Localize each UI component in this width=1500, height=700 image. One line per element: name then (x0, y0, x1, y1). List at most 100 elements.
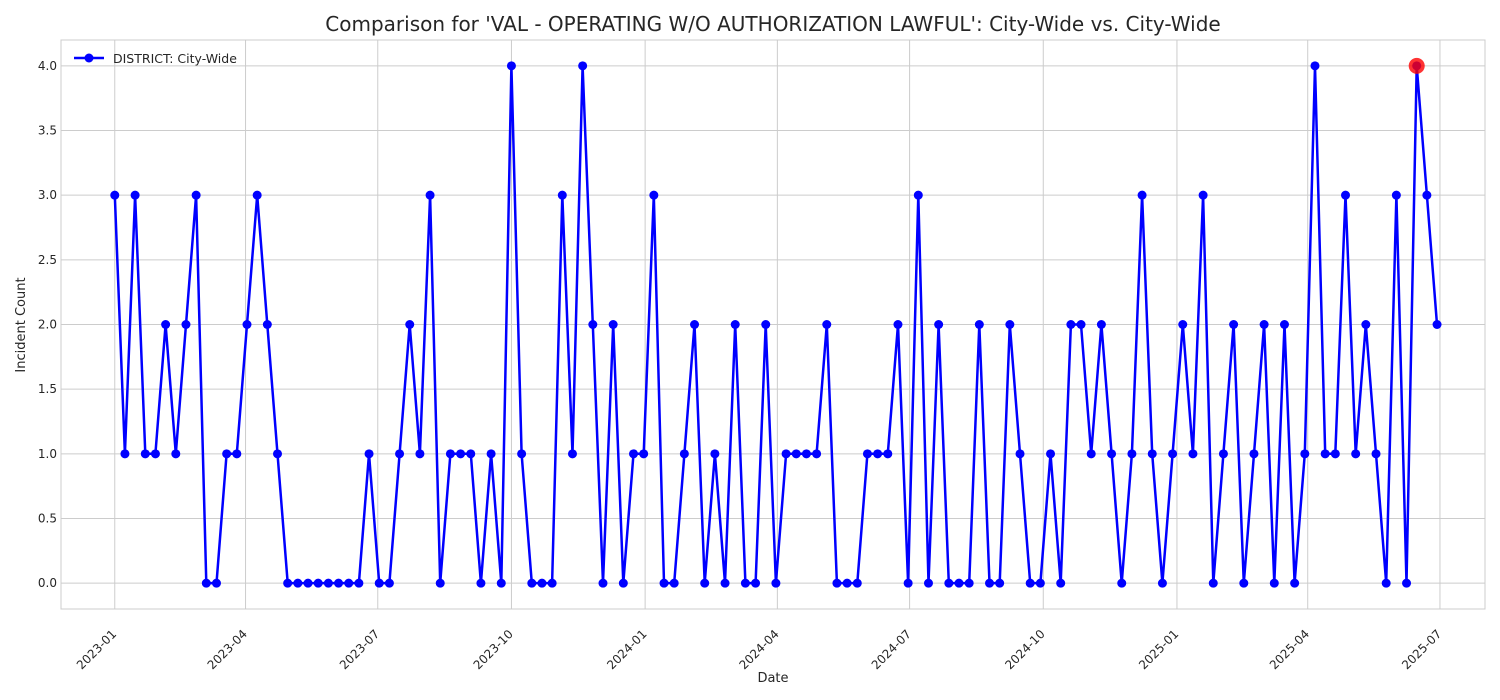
data-point (1218, 449, 1228, 459)
chart-title: Comparison for 'VAL - OPERATING W/O AUTH… (325, 12, 1220, 36)
data-point (293, 578, 303, 588)
data-point (923, 578, 933, 588)
data-point (486, 449, 496, 459)
series-layer (110, 61, 1442, 588)
data-point (1147, 449, 1157, 459)
data-point (303, 578, 313, 588)
data-point (690, 320, 700, 329)
data-point (435, 578, 445, 588)
data-point (384, 578, 394, 588)
data-point (1188, 449, 1198, 459)
data-point (425, 190, 435, 200)
data-point (1178, 320, 1188, 329)
data-point (934, 320, 944, 329)
data-point (517, 449, 527, 459)
data-point (720, 578, 730, 588)
data-point (1035, 578, 1045, 588)
data-point (761, 320, 771, 329)
data-point (1249, 449, 1259, 459)
data-point (1157, 578, 1167, 588)
data-point (639, 449, 649, 459)
data-point (1422, 190, 1432, 200)
data-point (1096, 320, 1106, 329)
data-point (1391, 190, 1401, 200)
data-point (1117, 578, 1127, 588)
data-point (273, 449, 283, 459)
data-point (283, 578, 293, 588)
y-tick-label: 2.0 (38, 318, 57, 332)
data-point (842, 578, 852, 588)
data-point (1107, 449, 1117, 459)
data-point (150, 449, 160, 459)
y-tick-label: 0.5 (38, 511, 57, 525)
data-point (364, 449, 374, 459)
data-point (1279, 320, 1289, 329)
data-point (201, 578, 211, 588)
y-axis-label: Incident Count (14, 277, 29, 372)
data-point (1300, 449, 1310, 459)
data-point (893, 320, 903, 329)
x-tick-label: 2024-07 (869, 627, 914, 672)
data-point (130, 190, 140, 200)
data-point (1239, 578, 1249, 588)
data-point (456, 449, 466, 459)
data-point (323, 578, 333, 588)
data-point (110, 190, 120, 200)
data-point (985, 578, 995, 588)
legend: DISTRICT: City-Wide (74, 51, 237, 66)
data-point (578, 61, 588, 71)
data-point (466, 449, 476, 459)
data-point (740, 578, 750, 588)
data-point (344, 578, 354, 588)
data-point (1259, 320, 1269, 329)
data-point (1137, 190, 1147, 200)
y-tick-label: 3.5 (38, 124, 57, 138)
data-point (822, 320, 832, 329)
x-tick-labels: 2023-01 2023-04 2023-07 2023-10 2024-01 2024-… (74, 627, 1445, 672)
data-point (1310, 61, 1320, 71)
data-point (252, 190, 262, 200)
data-point (1015, 449, 1025, 459)
data-point (700, 578, 710, 588)
data-point (496, 578, 506, 588)
data-point (1005, 320, 1015, 329)
data-point (1198, 190, 1208, 200)
data-point (964, 578, 974, 588)
x-tick-label: 2023-07 (337, 627, 382, 672)
data-point (161, 320, 171, 329)
data-point (1086, 449, 1096, 459)
data-point (1229, 320, 1239, 329)
data-point (852, 578, 862, 588)
x-tick-label: 2023-04 (205, 627, 250, 672)
x-tick-label: 2024-10 (1002, 627, 1047, 672)
data-point (1046, 449, 1056, 459)
x-tick-label: 2025-04 (1267, 627, 1312, 672)
data-point (669, 578, 679, 588)
data-point (862, 449, 872, 459)
data-point (751, 578, 761, 588)
data-point (1076, 320, 1086, 329)
y-tick-label: 0.0 (38, 576, 57, 590)
data-point (232, 449, 242, 459)
highlight-layer (1408, 57, 1425, 74)
data-point (873, 449, 883, 459)
y-tick-label: 1.0 (38, 447, 57, 461)
data-point (1330, 449, 1340, 459)
data-point (140, 449, 150, 459)
data-point (1290, 578, 1300, 588)
legend-marker-swatch (84, 53, 94, 63)
data-point (1056, 578, 1066, 588)
x-tick-label: 2023-01 (74, 627, 119, 672)
data-point (730, 320, 740, 329)
data-point (415, 449, 425, 459)
data-point (659, 578, 669, 588)
data-point (995, 578, 1005, 588)
y-tick-label: 2.5 (38, 253, 57, 267)
data-point (537, 578, 547, 588)
x-tick-label: 2025-01 (1136, 627, 1181, 672)
data-point (903, 578, 913, 588)
data-point (781, 449, 791, 459)
data-point (1025, 578, 1035, 588)
data-point (974, 320, 984, 329)
